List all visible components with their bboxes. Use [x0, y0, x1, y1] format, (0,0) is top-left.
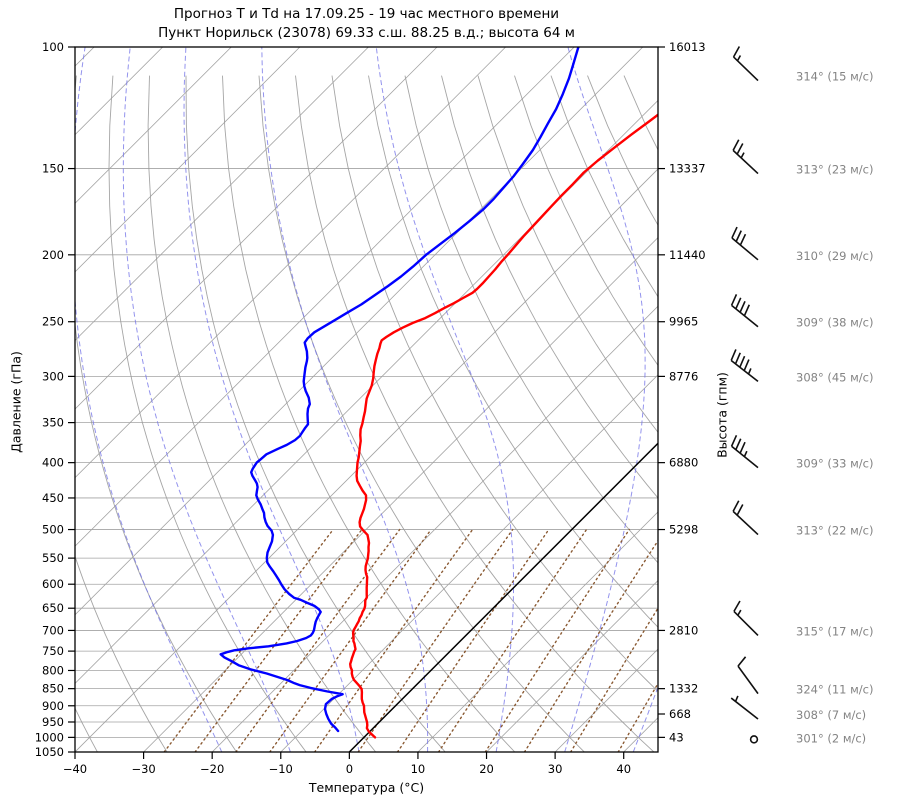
pressure-tick-label: 800 [42, 663, 64, 677]
wind-speed-label: 313° (23 м/с) [796, 163, 874, 177]
chart-title: Прогноз Т и Td на 17.09.25 - 19 час мест… [75, 5, 658, 43]
wind-barb [730, 349, 759, 383]
pressure-axis-title: Давление (гПа) [8, 351, 24, 453]
chart-title-line2: Пункт Норильск (23078) 69.33 с.ш. 88.25 … [158, 25, 575, 41]
wind-speed-label: 313° (22 м/с) [796, 524, 874, 538]
wind-barb [749, 735, 759, 744]
temperature-curve [349, 113, 658, 739]
pressure-tick-label: 700 [42, 623, 64, 637]
isotherm-lines [75, 47, 658, 752]
pressure-tick-label: 350 [42, 416, 64, 430]
temperature-tick-label: 0 [346, 762, 353, 776]
height-tick-label: 668 [669, 707, 691, 721]
pressure-tick-label: 600 [42, 577, 64, 591]
temperature-tick-label: −10 [269, 762, 293, 776]
pressure-tick-label: 850 [42, 682, 64, 696]
pressure-tick-label: 100 [42, 40, 64, 54]
pressure-tick-label: 1000 [35, 730, 64, 744]
pressure-tick-label: 650 [42, 601, 64, 615]
wind-barb [730, 434, 759, 469]
wind-barb [737, 656, 759, 695]
temperature-tick-label: 30 [548, 762, 563, 776]
height-tick-label: 8776 [669, 369, 698, 383]
height-tick-label: 11440 [669, 248, 706, 262]
pressure-tick-label: 900 [42, 699, 64, 713]
wind-speed-label: 310° (29 м/с) [796, 249, 874, 263]
pressure-tick-label: 400 [42, 456, 64, 470]
height-tick-label: 5298 [669, 523, 698, 537]
height-tick-label: 6880 [669, 456, 698, 470]
wind-speed-label: 308° (45 м/с) [796, 370, 874, 384]
wind-barb [733, 600, 759, 636]
chart-title-line1: Прогноз Т и Td на 17.09.25 - 19 час мест… [173, 6, 560, 22]
height-tick-label: 13337 [669, 162, 706, 176]
pressure-tick-label: 300 [42, 369, 64, 383]
pressure-tick-label: 200 [42, 248, 64, 262]
height-axis-ticks: 16013 13337 11440 9965 8776 6880 5298 2810 1332 6… [658, 40, 706, 744]
height-tick-label: 43 [669, 730, 684, 744]
mixing-ratio-lines [163, 528, 658, 752]
wind-barb [732, 500, 759, 536]
moist-adiabat-lines [75, 47, 658, 752]
pressure-tick-label: 550 [42, 551, 64, 565]
wind-barb [730, 294, 759, 328]
height-tick-label: 9965 [669, 315, 698, 329]
zero-isotherm-line [348, 442, 658, 752]
temperature-tick-label: −40 [63, 762, 87, 776]
height-axis-title: Высота (гпм) [714, 372, 730, 458]
wind-speed-label: 308° (7 м/с) [796, 708, 866, 722]
wind-barb [732, 46, 759, 82]
dewpoint-curve [219, 47, 580, 733]
height-tick-label: 16013 [669, 40, 706, 54]
wind-speed-label: 309° (33 м/с) [796, 457, 874, 471]
temperature-tick-label: −30 [131, 762, 155, 776]
temperature-tick-label: −20 [200, 762, 224, 776]
temperature-tick-label: 20 [479, 762, 494, 776]
pressure-tick-label: 150 [42, 162, 64, 176]
wind-barb [731, 226, 759, 261]
plot-frame [74, 46, 659, 753]
temperature-axis-ticks: −40 −30 −20 −10 0 10 20 30 40 [63, 752, 631, 776]
pressure-tick-label: 450 [42, 491, 64, 505]
pressure-tick-label: 1050 [35, 745, 64, 759]
temperature-tick-label: 10 [411, 762, 426, 776]
temperature-tick-label: 40 [616, 762, 631, 776]
wind-speed-label: 301° (2 м/с) [796, 731, 866, 745]
wind-barb [730, 695, 759, 720]
pressure-tick-label: 500 [42, 523, 64, 537]
wind-speed-label: 324° (11 м/с) [796, 683, 874, 697]
plot-area [75, 47, 658, 752]
pressure-tick-label: 750 [42, 644, 64, 658]
wind-speed-label: 314° (15 м/с) [796, 70, 874, 84]
height-tick-label: 2810 [669, 623, 698, 637]
wind-speed-label: 315° (17 м/с) [796, 624, 874, 638]
pressure-axis-ticks: 100 150 200 250 300 350 400 450 500 550 600 650 700 7… [35, 40, 75, 759]
height-tick-label: 1332 [669, 682, 698, 696]
wind-barbs: 314° (15 м/с) 313° (23 м/с) 310° (29 м/с) 3… [730, 46, 874, 745]
pressure-tick-label: 250 [42, 315, 64, 329]
wind-speed-label: 309° (38 м/с) [796, 316, 874, 330]
temperature-axis-title: Температура (°C) [308, 780, 425, 795]
pressure-tick-label: 950 [42, 715, 64, 729]
wind-barb [732, 139, 759, 175]
